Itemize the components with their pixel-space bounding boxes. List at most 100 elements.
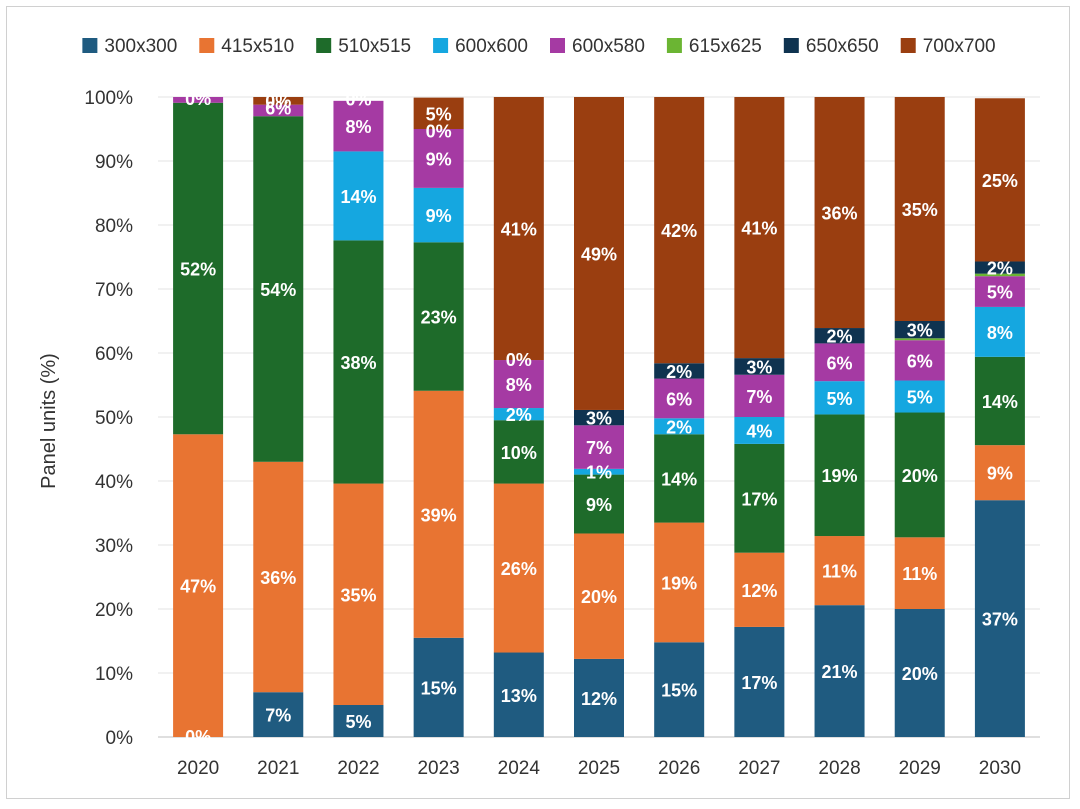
data-label: 17% bbox=[741, 489, 777, 509]
legend-label-510x515: 510x515 bbox=[338, 36, 411, 57]
data-label: 15% bbox=[661, 681, 697, 701]
x-tick-label: 2030 bbox=[979, 758, 1021, 779]
data-label: 14% bbox=[340, 187, 376, 207]
legend-swatch-650x650 bbox=[783, 38, 799, 53]
bar-segment-300x300-2029 bbox=[894, 609, 945, 737]
data-label: 35% bbox=[340, 585, 376, 605]
chart-frame: 0% 10% 20% 30% 40% 50% 60% 70% 80% 90% 100% 47% 52%… bbox=[6, 6, 1070, 799]
bar-segment-415x510-2024 bbox=[493, 483, 544, 653]
legend-swatch-415x510 bbox=[199, 38, 215, 53]
bar-segment-510x515-2030 bbox=[974, 356, 1025, 446]
data-label: 49% bbox=[581, 244, 617, 264]
bar-segment-300x300-2030 bbox=[974, 500, 1025, 737]
bar-segment-600x580-2029 bbox=[894, 340, 945, 381]
bar-segment-300x300-2026 bbox=[654, 642, 705, 737]
bar-segment-510x515-2029 bbox=[894, 412, 945, 538]
legend-swatch-510x515 bbox=[316, 38, 332, 53]
bar-segment-600x580-2026 bbox=[654, 378, 705, 419]
bar-segment-600x580-2022 bbox=[333, 100, 384, 152]
legend: 300x300 415x510 510x515 600x600 600x580 615x6… bbox=[82, 36, 996, 57]
data-label: 9% bbox=[426, 206, 452, 226]
data-label: 20% bbox=[902, 466, 938, 486]
bar-segment-510x515-2025 bbox=[574, 474, 624, 534]
bar-segment-510x515-2026 bbox=[654, 434, 705, 523]
stacked-bar-chart: 0% 10% 20% 30% 40% 50% 60% 70% 80% 90% 100% 47% 52%… bbox=[38, 36, 1040, 779]
legend-swatch-300x300 bbox=[82, 38, 98, 53]
legend-label-415x510: 415x510 bbox=[221, 36, 294, 57]
bar-segment-600x600-2023 bbox=[413, 187, 464, 243]
data-label: 8% bbox=[987, 323, 1013, 343]
y-axis-title: Panel units (%) bbox=[38, 353, 60, 489]
data-label: 9% bbox=[586, 495, 612, 515]
y-tick-label: 0% bbox=[106, 728, 134, 749]
legend-label-700x700: 700x700 bbox=[923, 36, 996, 57]
bar-segment-415x510-2020 bbox=[173, 434, 224, 737]
data-label: 11% bbox=[902, 564, 937, 584]
legend-label-615x625: 615x625 bbox=[689, 36, 762, 57]
data-label: 35% bbox=[902, 200, 938, 220]
x-tick-label: 2023 bbox=[417, 758, 459, 779]
y-tick-label: 40% bbox=[95, 472, 133, 493]
data-label: 19% bbox=[661, 573, 697, 593]
data-label: 42% bbox=[661, 221, 697, 241]
data-label: 0% bbox=[506, 350, 532, 370]
data-label: 20% bbox=[902, 664, 938, 684]
bar-segment-415x510-2026 bbox=[654, 522, 705, 643]
data-label: 2% bbox=[666, 417, 692, 437]
data-label: 26% bbox=[501, 559, 537, 579]
bar-segment-415x510-2030 bbox=[974, 445, 1025, 501]
bar-segment-650x650-2030 bbox=[974, 261, 1025, 274]
bar-segment-600x600-2027 bbox=[734, 417, 785, 444]
data-label: 7% bbox=[746, 387, 772, 407]
bar-segment-415x510-2027 bbox=[734, 552, 785, 627]
bar-segment-615x625-2030 bbox=[974, 273, 1025, 277]
data-label: 7% bbox=[586, 438, 612, 458]
data-label: 25% bbox=[982, 171, 1018, 191]
data-label: 0% bbox=[345, 90, 371, 110]
legend-label-600x580: 600x580 bbox=[572, 36, 645, 57]
bar-segment-700x700-2029 bbox=[894, 97, 945, 321]
data-label: 15% bbox=[421, 678, 457, 698]
data-label: 0% bbox=[185, 89, 211, 109]
bar-segment-510x515-2028 bbox=[814, 414, 865, 537]
x-axis-ticks: 2020 2021 2022 2023 2024 2025 2026 2027 2028 2029… bbox=[177, 758, 1021, 779]
data-label: 12% bbox=[741, 581, 777, 601]
data-label: 21% bbox=[822, 662, 858, 682]
x-tick-label: 2028 bbox=[818, 758, 860, 779]
data-label: 6% bbox=[827, 353, 853, 373]
data-label: 0% bbox=[426, 122, 452, 142]
data-label: 6% bbox=[666, 389, 692, 409]
bar-segment-700x700-2026 bbox=[654, 97, 705, 364]
data-label: 9% bbox=[426, 149, 452, 169]
bar-segment-600x580-2030 bbox=[974, 276, 1025, 307]
bar-segment-510x515-2020 bbox=[173, 102, 224, 435]
y-tick-label: 90% bbox=[95, 152, 133, 173]
bar-segment-600x600-2030 bbox=[974, 306, 1025, 357]
legend-label-600x600: 600x600 bbox=[455, 36, 528, 57]
legend-swatch-600x580 bbox=[550, 38, 565, 53]
data-label: 6% bbox=[265, 99, 291, 119]
data-label: 3% bbox=[907, 321, 933, 341]
data-label: 36% bbox=[822, 204, 858, 224]
data-label: 20% bbox=[581, 587, 617, 607]
data-label: 2% bbox=[827, 327, 853, 347]
bar-segment-600x580-2028 bbox=[814, 343, 865, 382]
bar-segment-510x515-2022 bbox=[333, 240, 384, 484]
y-tick-label: 50% bbox=[95, 408, 133, 429]
data-label: 5% bbox=[827, 389, 853, 409]
bars bbox=[173, 97, 1025, 737]
bar-segment-415x510-2029 bbox=[894, 537, 945, 609]
data-label: 54% bbox=[260, 280, 296, 300]
x-tick-label: 2021 bbox=[257, 758, 299, 779]
bar-segment-510x515-2021 bbox=[253, 116, 304, 462]
data-label: 47% bbox=[180, 577, 216, 597]
bar-segment-700x700-2025 bbox=[574, 97, 624, 410]
y-tick-label: 20% bbox=[95, 600, 133, 621]
y-tick-label: 70% bbox=[95, 280, 133, 301]
bar-segment-700x700-2027 bbox=[734, 97, 785, 359]
x-tick-label: 2029 bbox=[899, 758, 941, 779]
data-label: 3% bbox=[586, 409, 612, 429]
legend-swatch-600x600 bbox=[433, 38, 449, 53]
legend-label-300x300: 300x300 bbox=[104, 36, 177, 57]
data-label: 0% bbox=[185, 727, 211, 747]
